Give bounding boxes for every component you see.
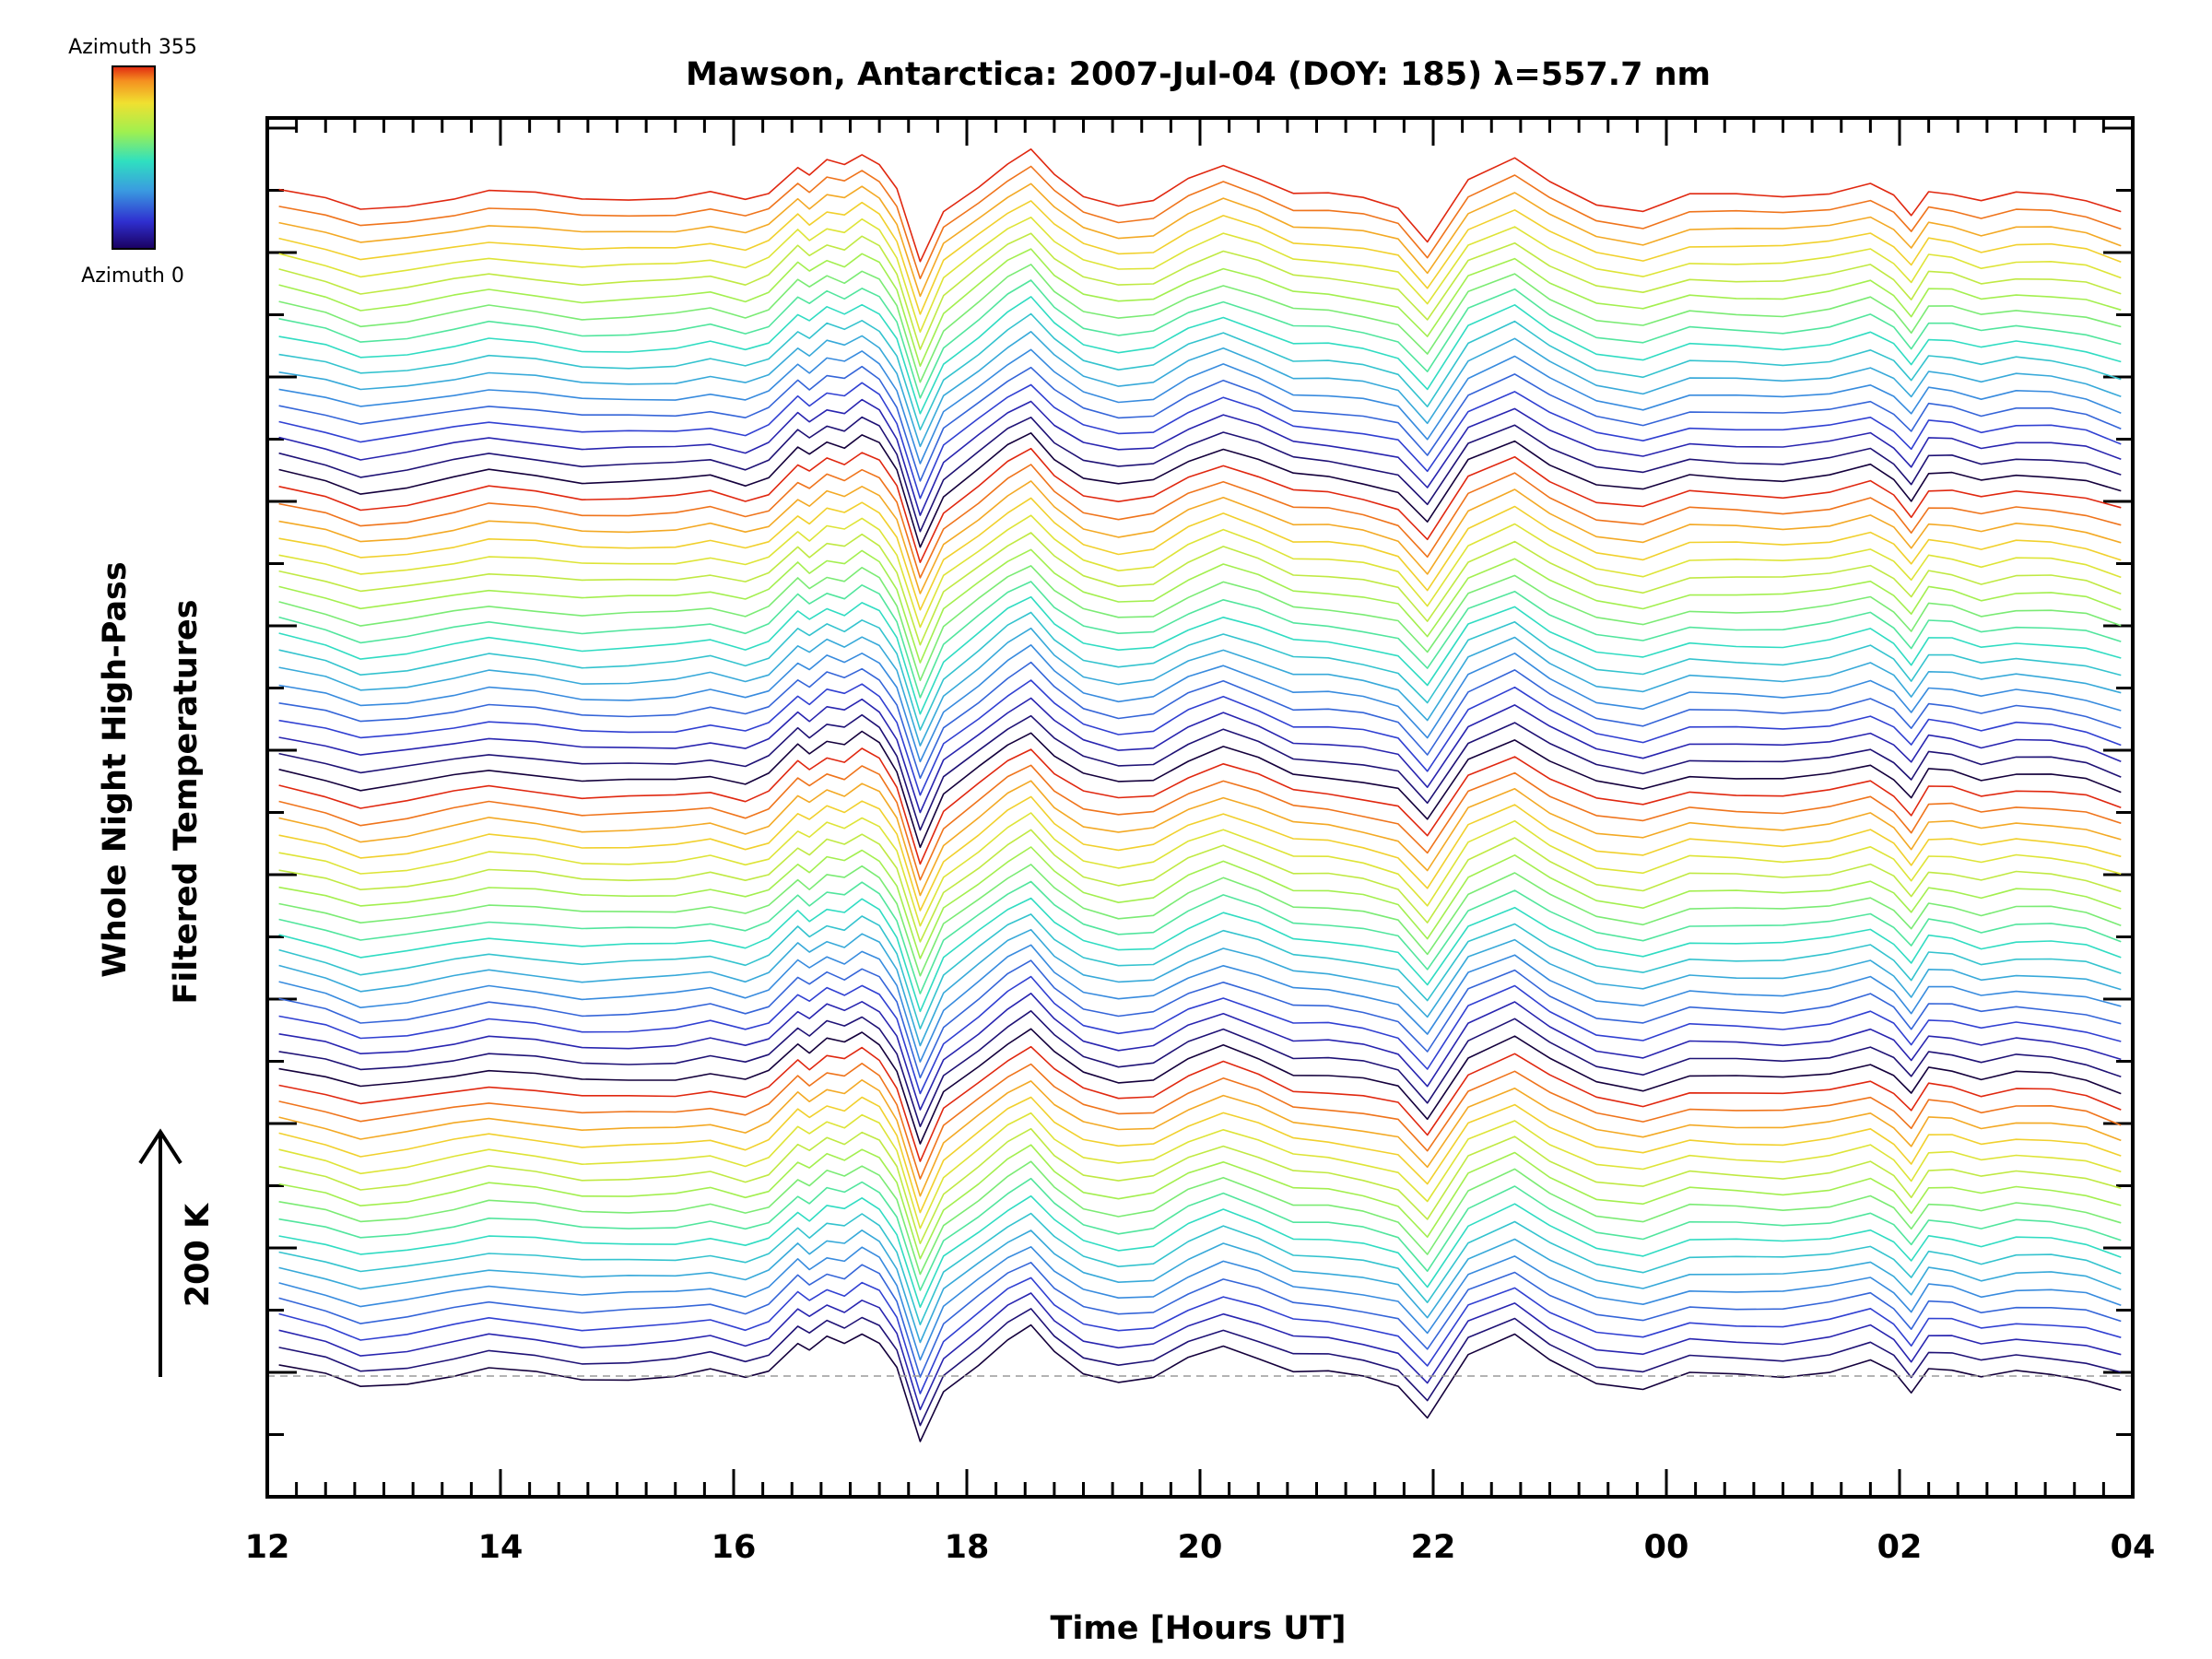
temperature-trace	[278, 312, 2122, 431]
temperature-trace	[278, 148, 2122, 263]
temperature-trace	[278, 200, 2122, 315]
temperature-trace	[278, 764, 2122, 881]
x-axis-label: Time [Hours UT]	[1050, 1610, 1346, 1647]
temperature-trace	[278, 548, 2122, 664]
y-axis-label-line-1: Whole Night High-Pass	[97, 561, 134, 977]
x-tick-label: 20	[1178, 1529, 1223, 1566]
x-tick-labels: 12 14 16 18 20 22 00 02 04	[245, 1529, 2156, 1566]
temperature-trace	[278, 1063, 2122, 1180]
temperature-trace	[278, 1324, 2122, 1442]
temperature-trace	[278, 431, 2122, 548]
temperature-trace	[278, 1028, 2122, 1145]
temperature-trace	[278, 795, 2122, 912]
plot-frame	[265, 116, 2135, 1499]
x-tick-label: 14	[478, 1529, 524, 1566]
temperature-trace	[278, 264, 2122, 383]
temperature-trace	[278, 165, 2122, 280]
temperature-trace	[278, 416, 2122, 533]
temperature-trace	[278, 959, 2122, 1079]
temperature-trace	[278, 447, 2122, 564]
temperature-trace	[278, 1045, 2122, 1162]
temperature-trace	[278, 232, 2122, 350]
chart-title: Mawson, Antarctica: 2007-Jul-04 (DOY: 18…	[686, 56, 1711, 93]
temperature-trace	[278, 1144, 2122, 1260]
temperature-trace	[278, 944, 2122, 1063]
temperature-trace	[278, 1127, 2122, 1244]
temperature-trace	[278, 679, 2122, 796]
temperature-trace	[278, 611, 2122, 731]
temperature-trace	[278, 1010, 2122, 1128]
temperature-trace	[278, 398, 2122, 516]
temperature-trace	[278, 880, 2122, 994]
temperature-trace	[278, 464, 2122, 579]
temperature-trace	[278, 1096, 2122, 1214]
temperature-trace	[278, 348, 2122, 465]
temperature-trace	[278, 747, 2122, 865]
temperature-trace	[278, 365, 2122, 482]
temperature-trace	[278, 975, 2122, 1095]
temperature-trace	[278, 382, 2122, 500]
x-tick-label: 22	[1411, 1529, 1456, 1566]
temperature-trace	[278, 1277, 2122, 1394]
temperature-trace	[278, 864, 2122, 977]
temperature-traces	[278, 148, 2122, 1442]
colorbar-legend: Azimuth 355 Azimuth 0	[68, 36, 197, 288]
temperature-trace	[278, 1246, 2122, 1361]
colorbar-gradient	[112, 65, 156, 250]
temperature-trace	[278, 330, 2122, 448]
temperature-trace	[278, 928, 2122, 1047]
temperature-trace	[278, 1230, 2122, 1344]
y-axis-label-line-2: Filtered Temperatures	[168, 599, 205, 1004]
temperature-trace	[278, 581, 2122, 699]
temperature-trace	[278, 812, 2122, 927]
temperature-trace	[278, 627, 2122, 747]
temperature-trace	[278, 1177, 2122, 1291]
colorbar-bottom-label: Azimuth 0	[81, 265, 184, 288]
temperature-trace	[278, 514, 2122, 629]
temperature-trace	[278, 182, 2122, 298]
x-tick-label: 02	[1877, 1529, 1923, 1566]
temperature-trace	[278, 993, 2122, 1111]
temperature-trace	[278, 296, 2122, 415]
temperature-trace	[278, 643, 2122, 763]
temperature-trace	[278, 713, 2122, 831]
temperature-trace	[278, 248, 2122, 368]
temperature-trace	[278, 1292, 2122, 1411]
temperature-trace	[278, 279, 2122, 399]
temperature-trace	[278, 913, 2122, 1030]
temperature-trace	[278, 1079, 2122, 1197]
temperature-trace	[278, 829, 2122, 943]
x-tick-label: 16	[712, 1529, 757, 1566]
temperature-trace	[278, 697, 2122, 814]
x-tick-label: 18	[945, 1529, 990, 1566]
temperature-trace	[278, 1262, 2122, 1378]
temperature-trace	[278, 846, 2122, 959]
temperature-trace	[278, 217, 2122, 334]
temperature-trace	[278, 1308, 2122, 1427]
scale-arrow	[138, 1128, 182, 1377]
axis-ticks	[265, 118, 2135, 1497]
temperature-trace	[278, 730, 2122, 849]
temperature-trace	[278, 1212, 2122, 1325]
temperature-trace	[278, 1160, 2122, 1276]
temperature-trace	[278, 897, 2122, 1013]
temperature-trace	[278, 480, 2122, 594]
x-tick-label: 04	[2111, 1529, 2156, 1566]
temperature-trace	[278, 780, 2122, 897]
x-tick-label: 12	[245, 1529, 290, 1566]
temperature-trace	[278, 497, 2122, 611]
temperature-trace	[278, 565, 2122, 682]
temperature-trace	[278, 661, 2122, 780]
temperature-trace	[278, 1194, 2122, 1309]
scale-label: 200 K	[180, 1202, 217, 1307]
temperature-trace	[278, 532, 2122, 646]
temperature-trace	[278, 595, 2122, 715]
colorbar-top-label: Azimuth 355	[68, 36, 197, 59]
x-tick-label: 00	[1644, 1529, 1689, 1566]
temperature-trace	[278, 1112, 2122, 1230]
